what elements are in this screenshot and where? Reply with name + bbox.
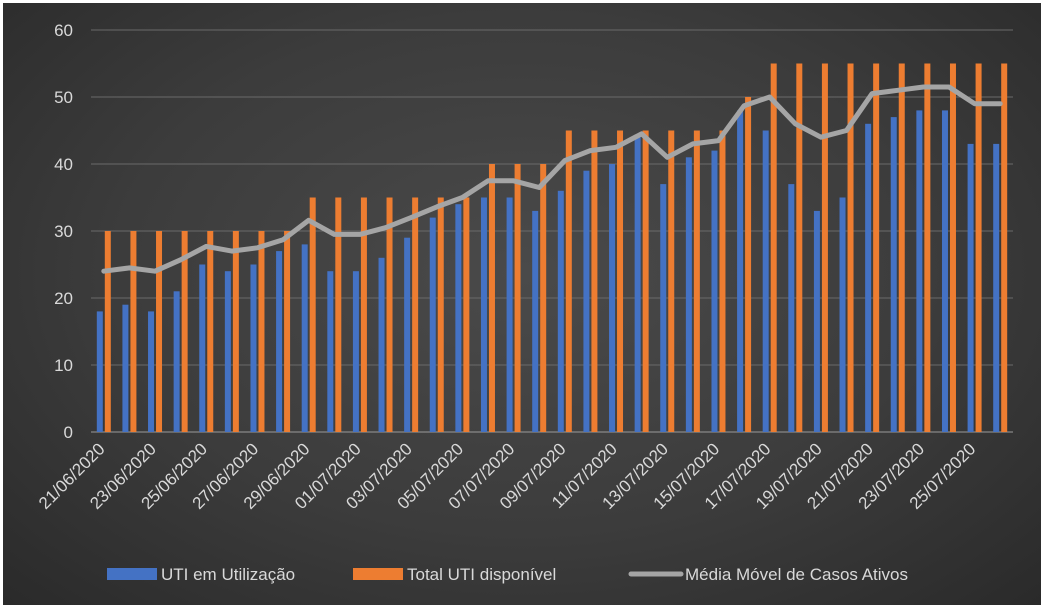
bar-uti-em-utilizacao: [685, 157, 692, 433]
y-tick-label: 40: [54, 155, 73, 174]
bar-uti-em-utilizacao: [762, 130, 769, 432]
bar-uti-em-utilizacao: [532, 210, 539, 432]
bar-uti-em-utilizacao: [609, 164, 616, 432]
bar-uti-em-utilizacao: [301, 244, 308, 432]
bar-uti-em-utilizacao: [480, 197, 487, 432]
bar-total-uti-disponivel: [309, 197, 316, 432]
bar-uti-em-utilizacao: [250, 264, 257, 432]
bar-uti-em-utilizacao: [173, 291, 180, 432]
bar-uti-em-utilizacao: [429, 217, 436, 432]
bar-uti-em-utilizacao: [839, 197, 846, 432]
bar-total-uti-disponivel: [412, 197, 419, 432]
bar-total-uti-disponivel: [924, 63, 931, 432]
bar-total-uti-disponivel: [360, 197, 367, 432]
bar-total-uti-disponivel: [949, 63, 956, 432]
y-axis-ticks: 0 10 20 30 40 50 60: [54, 21, 73, 442]
bar-total-uti-disponivel: [873, 63, 880, 432]
bar-total-uti-disponivel: [898, 63, 905, 432]
bar-total-uti-disponivel: [591, 130, 598, 432]
bar-total-uti-disponivel: [975, 63, 982, 432]
bar-uti-em-utilizacao: [327, 271, 334, 432]
gridlines: [91, 29, 1013, 433]
bar-total-uti-disponivel: [386, 197, 393, 432]
legend-swatch: [353, 568, 403, 580]
chart-background: 0 10 20 30 40 50 60 21/06/2020 23/06/2020 25/06/…: [3, 3, 1041, 605]
y-tick-label: 10: [54, 356, 73, 375]
bar-uti-em-utilizacao: [890, 117, 897, 432]
bar-uti-em-utilizacao: [506, 197, 513, 432]
bar-uti-em-utilizacao: [199, 264, 206, 432]
legend-label: Média Móvel de Casos Ativos: [685, 565, 908, 584]
bar-total-uti-disponivel: [130, 231, 137, 432]
bar-total-uti-disponivel: [207, 231, 214, 432]
bar-total-uti-disponivel: [488, 164, 495, 432]
bar-total-uti-disponivel: [463, 197, 470, 432]
bar-uti-em-utilizacao: [967, 143, 974, 432]
chart-svg: 0 10 20 30 40 50 60 21/06/202023/06/202025/06/…: [35, 21, 1013, 584]
y-tick-label: 60: [54, 21, 73, 40]
bar-total-uti-disponivel: [232, 231, 239, 432]
bar-uti-em-utilizacao: [916, 110, 923, 433]
bar-uti-em-utilizacao: [352, 271, 359, 432]
bar-total-uti-disponivel: [745, 97, 752, 432]
legend-label: Total UTI disponível: [407, 565, 556, 584]
y-tick-label: 0: [64, 423, 73, 442]
bar-uti-em-utilizacao: [788, 184, 795, 432]
line-media-movel: [101, 84, 1003, 274]
bar-uti-em-utilizacao: [941, 110, 948, 433]
bar-uti-em-utilizacao: [378, 257, 385, 432]
bar-uti-em-utilizacao: [660, 184, 667, 432]
bar-total-uti-disponivel: [540, 164, 547, 432]
bar-uti-em-utilizacao: [122, 304, 129, 432]
bar-total-uti-disponivel: [335, 197, 342, 432]
bar-total-uti-disponivel: [770, 63, 777, 432]
x-axis-ticks: 21/06/202023/06/202025/06/202027/06/2020…: [35, 439, 979, 513]
bar-uti-em-utilizacao: [865, 123, 872, 433]
legend-item[interactable]: UTI em Utilização: [107, 565, 295, 584]
bar-uti-em-utilizacao: [224, 271, 231, 432]
bars: [96, 63, 1008, 433]
bar-total-uti-disponivel: [437, 197, 444, 432]
bar-uti-em-utilizacao: [276, 251, 283, 432]
legend[interactable]: UTI em Utilização Total UTI disponível Méd…: [107, 565, 908, 584]
bar-total-uti-disponivel: [284, 231, 291, 432]
bar-uti-em-utilizacao: [711, 150, 718, 432]
bar-uti-em-utilizacao: [737, 110, 744, 433]
bar-uti-em-utilizacao: [148, 311, 155, 432]
bar-uti-em-utilizacao: [455, 204, 462, 432]
moving-average-line: [101, 84, 1003, 274]
bar-total-uti-disponivel: [796, 63, 803, 432]
y-tick-label: 30: [54, 222, 73, 241]
bar-total-uti-disponivel: [1001, 63, 1008, 432]
bar-uti-em-utilizacao: [96, 311, 103, 432]
legend-item[interactable]: Total UTI disponível: [353, 565, 556, 584]
y-tick-label: 50: [54, 88, 73, 107]
bar-total-uti-disponivel: [617, 130, 624, 432]
bar-uti-em-utilizacao: [557, 190, 564, 432]
bar-total-uti-disponivel: [156, 231, 163, 432]
bar-total-uti-disponivel: [565, 130, 572, 432]
bar-total-uti-disponivel: [514, 164, 521, 432]
bar-uti-em-utilizacao: [583, 170, 590, 432]
bar-total-uti-disponivel: [104, 231, 111, 432]
bar-total-uti-disponivel: [642, 130, 649, 432]
bar-uti-em-utilizacao: [634, 137, 641, 432]
bar-uti-em-utilizacao: [813, 210, 820, 432]
y-tick-label: 20: [54, 289, 73, 308]
bar-total-uti-disponivel: [821, 63, 828, 432]
bar-total-uti-disponivel: [693, 130, 700, 432]
legend-label: UTI em Utilização: [161, 565, 295, 584]
bar-total-uti-disponivel: [847, 63, 854, 432]
bar-total-uti-disponivel: [181, 231, 188, 432]
bar-total-uti-disponivel: [719, 130, 726, 432]
legend-swatch: [107, 568, 157, 580]
bar-uti-em-utilizacao: [404, 237, 411, 432]
bar-total-uti-disponivel: [668, 130, 675, 432]
legend-item[interactable]: Média Móvel de Casos Ativos: [628, 565, 908, 584]
bar-total-uti-disponivel: [258, 231, 265, 432]
bar-uti-em-utilizacao: [993, 143, 1000, 432]
